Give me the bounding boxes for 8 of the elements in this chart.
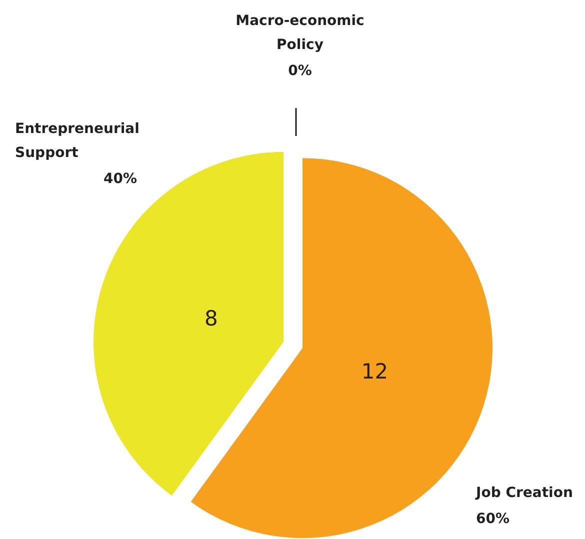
text: 60%: [476, 511, 510, 527]
data-label: 8: [204, 306, 218, 330]
text: 40%: [103, 171, 137, 187]
slice-label: Entrepreneurial Support: [15, 121, 140, 161]
category-label: Macro-economic Policy: [236, 13, 364, 53]
text: 0%: [288, 63, 312, 79]
data-label: 12: [361, 360, 388, 384]
slice-label: Job Creation: [475, 485, 573, 501]
